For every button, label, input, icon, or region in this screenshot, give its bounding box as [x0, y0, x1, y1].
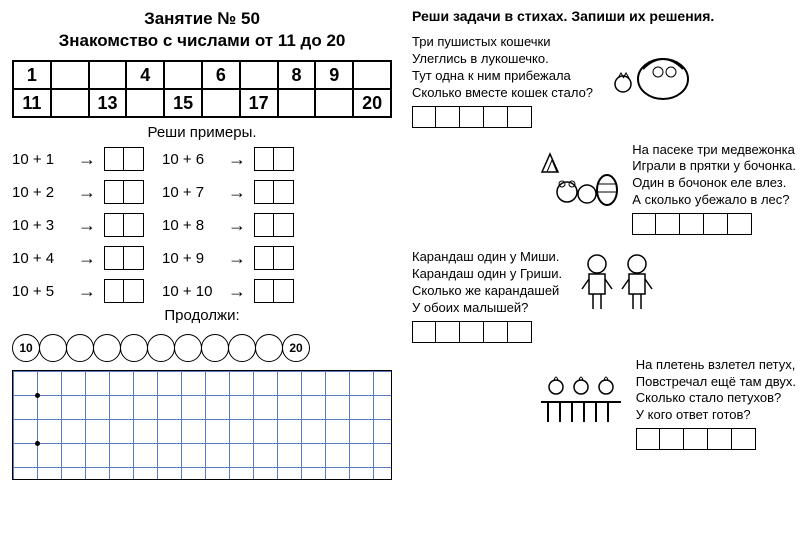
cats-icon: [603, 34, 693, 104]
expression: 10 + 9: [162, 250, 220, 267]
num-cell[interactable]: [51, 61, 89, 89]
sequence-circle[interactable]: 10: [12, 334, 40, 362]
example-row: 10 + 3 →: [12, 213, 144, 237]
circle-sequence: 10 20: [12, 334, 392, 362]
example-row: 10 + 2 →: [12, 180, 144, 204]
arrow-icon: →: [78, 215, 96, 236]
answer-box[interactable]: [254, 213, 294, 237]
answer-box[interactable]: [104, 213, 144, 237]
num-cell[interactable]: [164, 61, 202, 89]
sequence-circle[interactable]: [228, 334, 256, 362]
sequence-circle[interactable]: [66, 334, 94, 362]
sequence-circle[interactable]: [93, 334, 121, 362]
num-cell[interactable]: 13: [89, 89, 127, 117]
continue-title: Продолжи:: [12, 307, 392, 324]
arrow-icon: →: [228, 182, 246, 203]
poem-answer-cells[interactable]: [632, 213, 796, 235]
poem-block: Карандаш один у Миши.Карандаш один у Гри…: [412, 249, 796, 343]
expression: 10 + 4: [12, 250, 70, 267]
num-cell[interactable]: [353, 61, 391, 89]
num-cell[interactable]: 8: [278, 61, 316, 89]
bears-icon: [532, 142, 622, 212]
expression: 10 + 8: [162, 217, 220, 234]
expression: 10 + 3: [12, 217, 70, 234]
answer-box[interactable]: [104, 279, 144, 303]
sequence-circle[interactable]: [147, 334, 175, 362]
poem-answer-cells[interactable]: [636, 428, 796, 450]
num-cell[interactable]: 4: [126, 61, 164, 89]
num-cell[interactable]: 15: [164, 89, 202, 117]
header-line1: Занятие № 50: [12, 8, 392, 30]
num-cell[interactable]: [202, 89, 240, 117]
num-cell[interactable]: 1: [13, 61, 51, 89]
right-title: Реши задачи в стихах. Запиши их решения.: [412, 8, 796, 24]
num-cell[interactable]: [278, 89, 316, 117]
expression: 10 + 1: [12, 151, 70, 168]
arrow-icon: →: [228, 248, 246, 269]
arrow-icon: →: [228, 281, 246, 302]
arrow-icon: →: [228, 215, 246, 236]
answer-box[interactable]: [254, 279, 294, 303]
arrow-icon: →: [78, 248, 96, 269]
num-cell[interactable]: [315, 89, 353, 117]
boys-icon: [572, 249, 662, 319]
expression: 10 + 10: [162, 283, 220, 300]
arrow-icon: →: [78, 281, 96, 302]
expression: 10 + 5: [12, 283, 70, 300]
grid-dot: [35, 393, 40, 398]
sequence-circle[interactable]: [255, 334, 283, 362]
sequence-circle[interactable]: 20: [282, 334, 310, 362]
examples-title: Реши примеры.: [12, 124, 392, 141]
number-table: 1 4 6 89 11 13 15 17 20: [12, 60, 392, 118]
answer-box[interactable]: [104, 180, 144, 204]
example-row: 10 + 5 →: [12, 279, 144, 303]
sequence-circle[interactable]: [39, 334, 67, 362]
num-cell[interactable]: [89, 61, 127, 89]
answer-box[interactable]: [104, 246, 144, 270]
expression: 10 + 6: [162, 151, 220, 168]
roosters-icon: [536, 357, 626, 427]
answer-box[interactable]: [254, 180, 294, 204]
num-cell[interactable]: [126, 89, 164, 117]
num-cell[interactable]: 6: [202, 61, 240, 89]
num-cell[interactable]: 9: [315, 61, 353, 89]
poem-block: Три пушистых кошечкиУлеглись в лукошечко…: [412, 34, 796, 128]
example-row: 10 + 9 →: [162, 246, 294, 270]
num-cell[interactable]: 17: [240, 89, 278, 117]
poem-answer-cells[interactable]: [412, 321, 562, 343]
header-line2: Знакомство с числами от 11 до 20: [12, 30, 392, 52]
poem-text: На пасеке три медвежонкаИграли в прятки …: [632, 142, 796, 210]
poem-text: Карандаш один у Миши.Карандаш один у Гри…: [412, 249, 562, 317]
answer-box[interactable]: [254, 246, 294, 270]
num-cell[interactable]: [240, 61, 278, 89]
grid-area[interactable]: [12, 370, 392, 480]
poem-text: На плетень взлетел петух,Повстречал ещё …: [636, 357, 796, 425]
example-row: 10 + 1 →: [12, 147, 144, 171]
num-cell[interactable]: 20: [353, 89, 391, 117]
arrow-icon: →: [78, 149, 96, 170]
example-row: 10 + 7 →: [162, 180, 294, 204]
sequence-circle[interactable]: [120, 334, 148, 362]
sequence-circle[interactable]: [201, 334, 229, 362]
expression: 10 + 7: [162, 184, 220, 201]
poem-block: На пасеке три медвежонкаИграли в прятки …: [412, 142, 796, 236]
num-cell[interactable]: 11: [13, 89, 51, 117]
poem-block: На плетень взлетел петух,Повстречал ещё …: [412, 357, 796, 451]
example-row: 10 + 6 →: [162, 147, 294, 171]
sequence-circle[interactable]: [174, 334, 202, 362]
expression: 10 + 2: [12, 184, 70, 201]
poem-answer-cells[interactable]: [412, 106, 593, 128]
answer-box[interactable]: [254, 147, 294, 171]
poem-text: Три пушистых кошечкиУлеглись в лукошечко…: [412, 34, 593, 102]
example-row: 10 + 8 →: [162, 213, 294, 237]
arrow-icon: →: [78, 182, 96, 203]
num-cell[interactable]: [51, 89, 89, 117]
answer-box[interactable]: [104, 147, 144, 171]
example-row: 10 + 10 →: [162, 279, 294, 303]
example-row: 10 + 4 →: [12, 246, 144, 270]
grid-dot: [35, 441, 40, 446]
arrow-icon: →: [228, 149, 246, 170]
